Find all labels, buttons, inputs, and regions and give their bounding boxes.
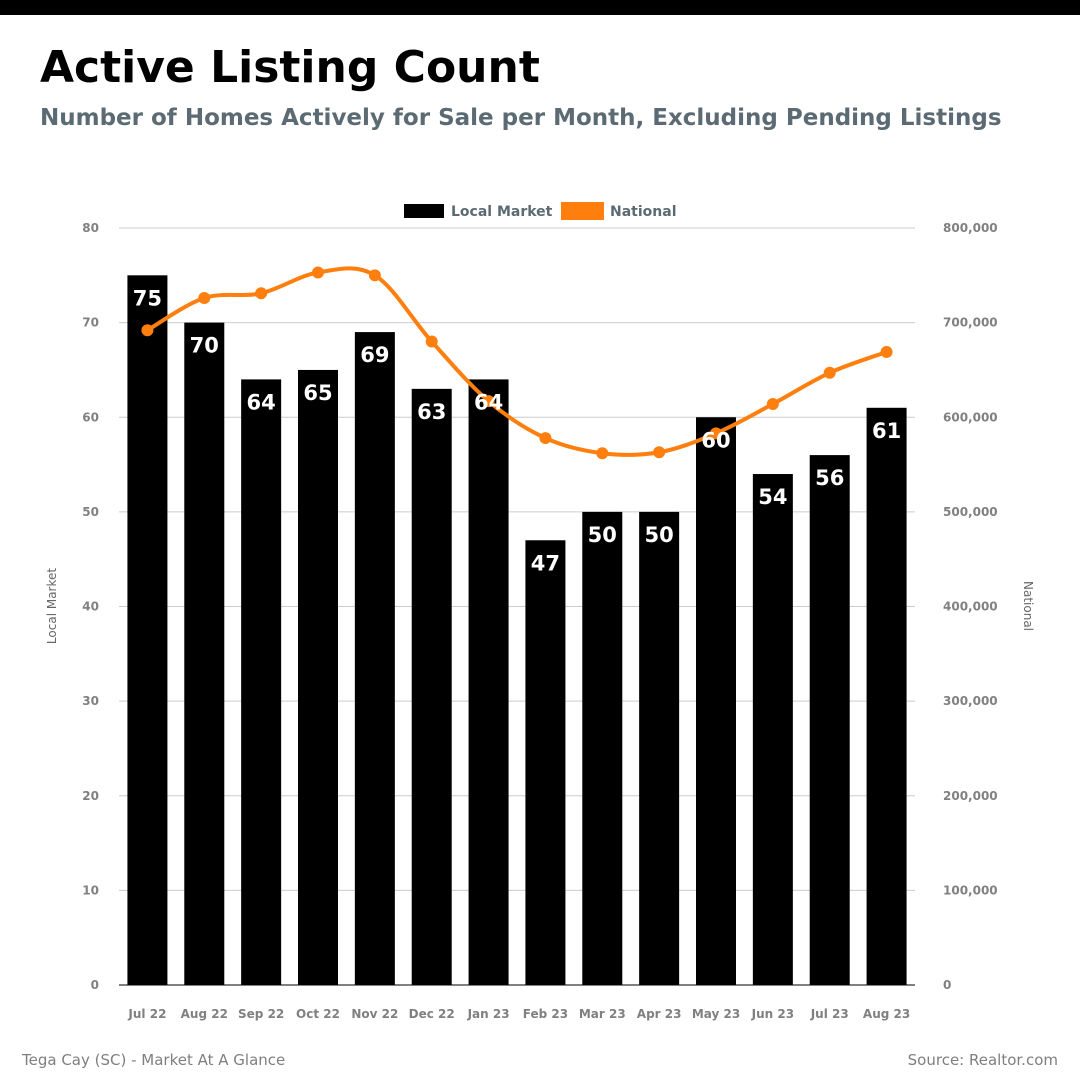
x-tick-label: Dec 22 <box>409 1007 455 1021</box>
y-tick-label-right: 400,000 <box>943 600 998 614</box>
y-tick-label-left: 0 <box>91 978 99 992</box>
national-point <box>596 447 609 460</box>
bar-value-label: 47 <box>531 551 560 575</box>
bar <box>639 511 680 985</box>
bar <box>298 369 338 985</box>
bar-labels: 75 70 64 65 69 63 64 47 50 50 60 54 56 61 <box>133 286 901 575</box>
bar-value-label: 54 <box>758 485 787 509</box>
national-point <box>653 446 666 459</box>
x-tick-label: Aug 23 <box>863 1007 910 1021</box>
x-tick-label: Feb 23 <box>523 1007 568 1021</box>
national-series-line <box>145 266 889 457</box>
bar <box>752 474 793 985</box>
x-tick-label: Nov 22 <box>351 1007 398 1021</box>
y-tick-label-left: 70 <box>82 316 99 330</box>
y-tick-label-right: 200,000 <box>943 789 998 803</box>
bar-value-label: 60 <box>701 428 730 452</box>
y-tick-label-left: 80 <box>82 221 99 235</box>
y-tick-label-right: 500,000 <box>943 505 998 519</box>
legend-swatch-national <box>561 202 604 220</box>
national-point <box>425 335 438 348</box>
y-tick-label-left: 10 <box>82 883 99 897</box>
footer-location: Tega Cay (SC) - Market At A Glance <box>22 1051 286 1069</box>
top-bar <box>0 0 1080 15</box>
national-point <box>766 398 779 411</box>
x-tick-label: Jul 22 <box>127 1007 166 1021</box>
legend-label-national: National <box>610 204 677 220</box>
bar <box>525 540 566 985</box>
national-point <box>710 427 722 440</box>
national-point <box>880 345 893 358</box>
national-point <box>255 287 268 300</box>
bar-value-label: 61 <box>872 419 901 443</box>
bar <box>866 407 907 986</box>
legend-label-local: Local Market <box>451 204 553 220</box>
x-tick-label: Sep 22 <box>238 1007 284 1021</box>
chart-subtitle: Number of Homes Actively for Sale per Mo… <box>40 105 1002 131</box>
national-line <box>141 266 893 460</box>
legend-swatch-local <box>404 204 444 218</box>
x-tick-label: Jan 23 <box>467 1007 510 1021</box>
chart-title: Active Listing Count <box>40 42 540 93</box>
bar <box>696 417 736 985</box>
x-tick-label: May 23 <box>692 1007 740 1021</box>
x-tick-label: Jul 23 <box>810 1007 849 1021</box>
y-tick-label-left: 20 <box>82 789 99 803</box>
bar <box>241 379 282 985</box>
footer-source: Source: Realtor.com <box>907 1051 1058 1069</box>
y-tick-label-right: 0 <box>943 978 951 992</box>
bar-value-label: 50 <box>645 523 674 547</box>
national-point <box>198 292 211 305</box>
y-tick-label-left: 60 <box>82 410 99 424</box>
y-tick-label-right: 600,000 <box>943 410 998 424</box>
bar-value-label: 56 <box>815 466 844 490</box>
x-tick-label: Jun 23 <box>751 1007 794 1021</box>
bar <box>582 511 623 985</box>
bar <box>468 379 509 985</box>
bar <box>809 455 850 986</box>
y-tick-label-right: 700,000 <box>943 316 998 330</box>
bar-value-label: 63 <box>417 400 446 424</box>
bar-value-label: 69 <box>360 343 389 367</box>
grid <box>119 227 915 986</box>
y-tick-label-left: 30 <box>82 694 99 708</box>
x-tick-label: Apr 23 <box>637 1007 682 1021</box>
x-tick-label: Aug 22 <box>181 1007 228 1021</box>
bar-value-label: 70 <box>190 334 219 358</box>
y-axis-title-right: National <box>1021 581 1035 631</box>
national-point <box>539 432 552 445</box>
x-tick-label: Oct 22 <box>296 1007 340 1021</box>
bar-value-label: 50 <box>588 523 617 547</box>
bar <box>354 332 395 985</box>
bar-value-label: 64 <box>474 390 503 414</box>
y-tick-label-left: 40 <box>82 600 99 614</box>
bar-value-label: 65 <box>303 381 332 405</box>
chart: 75 70 64 65 69 63 64 47 50 50 60 54 56 61 0 0 10 100,000… <box>45 202 1035 1021</box>
bar <box>411 388 452 985</box>
national-point <box>141 324 154 337</box>
axes: 0 0 10 100,000 20 200,000 30 300,000 40 400,000 50… <box>82 221 997 1021</box>
national-point <box>482 395 495 408</box>
y-axis-title-left: Local Market <box>45 568 59 644</box>
y-tick-label-left: 50 <box>82 505 99 519</box>
bar <box>184 322 225 985</box>
bar-value-label: 64 <box>247 390 276 414</box>
bar-value-label: 75 <box>133 286 162 310</box>
bar <box>127 275 168 985</box>
x-tick-label: Mar 23 <box>579 1007 626 1021</box>
y-tick-label-right: 800,000 <box>943 221 998 235</box>
legend: Local Market National <box>404 202 677 220</box>
national-point <box>823 366 836 379</box>
national-point <box>368 269 381 282</box>
bars <box>127 275 907 986</box>
national-point <box>312 266 324 279</box>
y-tick-label-right: 100,000 <box>943 883 998 897</box>
y-tick-label-right: 300,000 <box>943 694 998 708</box>
